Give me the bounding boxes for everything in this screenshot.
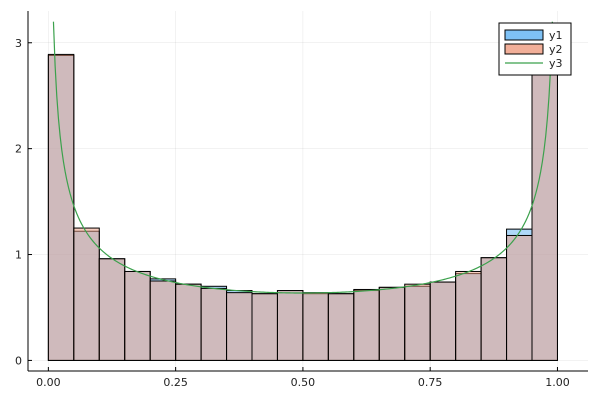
bar-y2-bin-18 (480, 257, 508, 361)
bar-y2-bin-5 (149, 280, 177, 361)
bar-y2-bin-13 (353, 288, 380, 361)
bar-y2-bin-6 (175, 283, 202, 361)
legend-label-y3: y3 (549, 57, 563, 70)
legend-swatch-y2 (504, 43, 544, 55)
bar-y2-bin-11 (302, 292, 329, 361)
bar-y2-bin-3 (98, 258, 126, 361)
bar-y2-bin-9 (251, 293, 278, 361)
bar-y2-bin-1 (47, 53, 75, 361)
bar-y2-bin-17 (455, 270, 482, 361)
bar-y2-bin-14 (378, 286, 406, 361)
line-y3 (52, 21, 553, 294)
bar-y2-bin-15 (404, 283, 431, 361)
x-tick-label: 0.00 (36, 376, 61, 389)
y-tick-label: 1 (15, 249, 22, 262)
bar-y2-bin-2 (73, 227, 100, 361)
x-tick-label: 1.00 (545, 376, 570, 389)
bar-y2-bin-8 (226, 292, 253, 361)
legend-swatch-y1 (504, 29, 544, 41)
y-tick-label: 2 (15, 143, 22, 156)
y-tick-label: 0 (15, 354, 22, 367)
x-tick-label: 0.75 (418, 376, 443, 389)
bar-y2-bin-16 (429, 281, 457, 361)
bar-y2-bin-12 (327, 293, 355, 361)
bar-y2-bin-10 (276, 290, 304, 361)
y-tick-label: 3 (15, 37, 22, 50)
x-tick-label: 0.25 (163, 376, 188, 389)
axes: 0.00 0.25 0.50 0.75 1.00 0 1 2 3 (15, 11, 588, 389)
bar-y2-bin-20 (531, 63, 558, 361)
bar-y2-bin-19 (506, 234, 533, 361)
bar-y2-bin-7 (200, 287, 228, 361)
bar-y2-bin-4 (124, 270, 151, 361)
x-tick-label: 0.50 (291, 376, 316, 389)
legend-label-y2: y2 (549, 43, 563, 56)
legend-label-y1: y1 (549, 29, 563, 42)
histogram-bars (47, 53, 558, 361)
density-curve (52, 21, 553, 294)
